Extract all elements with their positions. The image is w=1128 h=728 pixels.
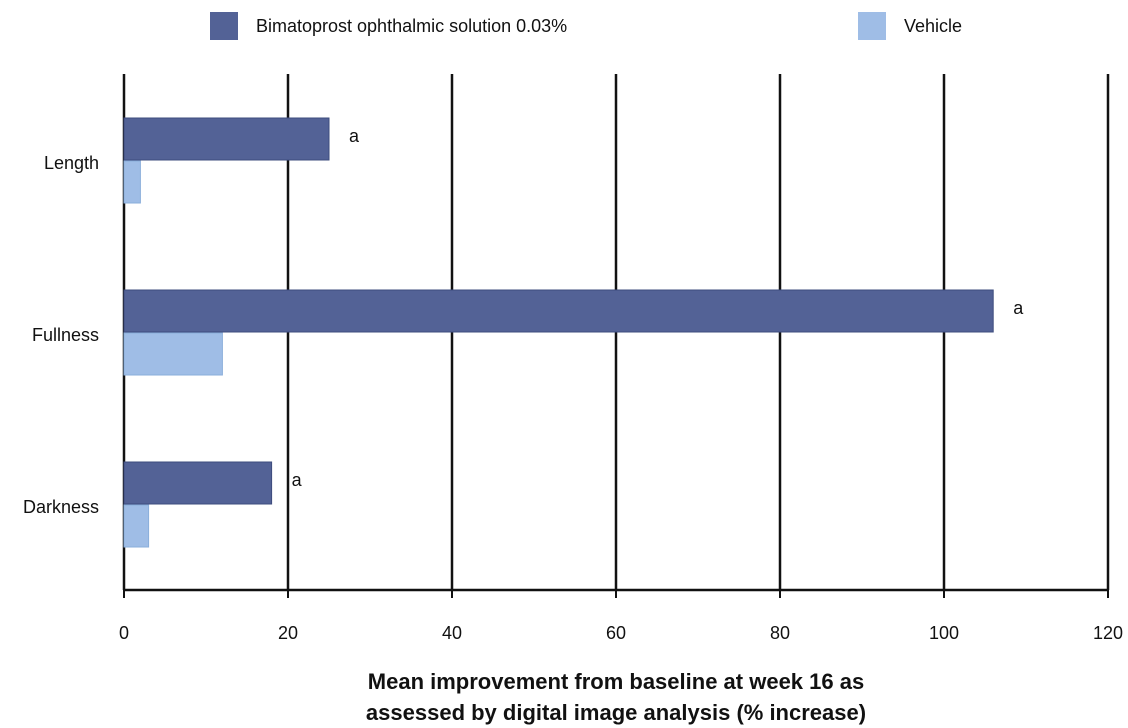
legend-item-vehicle: Vehicle [858, 12, 962, 40]
y-tick-label: Length [44, 153, 99, 173]
legend-item-bimatoprost: Bimatoprost ophthalmic solution 0.03% [210, 12, 567, 40]
bar-vehicle [123, 160, 141, 204]
legend: Bimatoprost ophthalmic solution 0.03% Ve… [0, 12, 1128, 44]
x-tick-label: 80 [770, 623, 790, 643]
x-axis-label: Mean improvement from baseline at week 1… [124, 666, 1108, 728]
bar-bimatoprost [123, 289, 994, 333]
significance-label: a [349, 126, 360, 146]
bar-vehicle [123, 504, 150, 548]
x-tick-label: 40 [442, 623, 462, 643]
x-tick-label: 100 [929, 623, 959, 643]
y-tick-label: Darkness [23, 497, 99, 517]
x-tick-label: 0 [119, 623, 129, 643]
x-tick-label: 60 [606, 623, 626, 643]
legend-label-vehicle: Vehicle [904, 15, 963, 36]
x-tick-label: 120 [1093, 623, 1123, 643]
legend-label-bimatoprost: Bimatoprost ophthalmic solution 0.03% [256, 15, 568, 36]
x-tick-label: 20 [278, 623, 298, 643]
bar-bimatoprost [123, 461, 273, 505]
legend-swatch-vehicle [858, 12, 886, 40]
x-axis-label-line2: assessed by digital image analysis (% in… [365, 700, 867, 725]
significance-label: a [292, 470, 303, 490]
bar-bimatoprost [123, 117, 330, 161]
significance-label: a [1013, 298, 1024, 318]
legend-swatch-bimatoprost [210, 12, 238, 40]
x-axis-label-line1: Mean improvement from baseline at week 1… [367, 669, 865, 694]
bar-vehicle [123, 332, 223, 376]
y-tick-label: Fullness [32, 325, 99, 345]
